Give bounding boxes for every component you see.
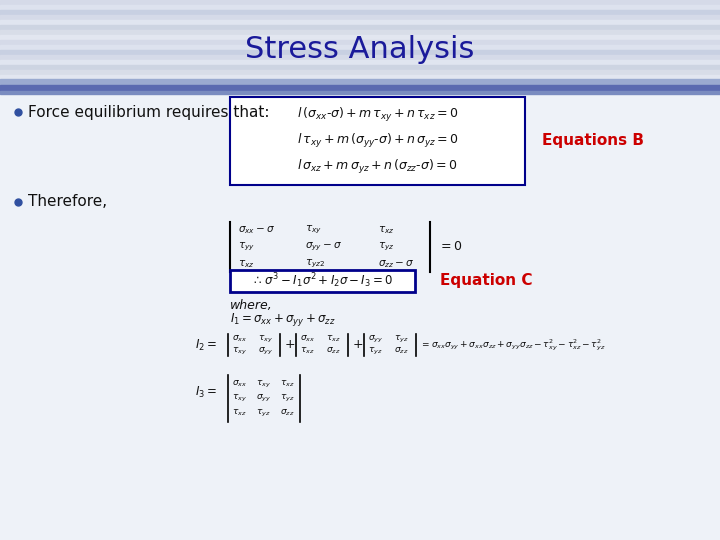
Text: $=0$: $=0$ [438,240,462,253]
Text: $\tau_{xy}$: $\tau_{xy}$ [232,393,247,404]
Text: $\tau_{xz}$: $\tau_{xz}$ [378,224,395,236]
Bar [0,90,720,95]
Text: $\tau_{xz}$: $\tau_{xz}$ [238,258,254,270]
Bar [0,80,720,85]
Text: Equation C: Equation C [440,273,533,288]
Text: $\sigma_{xx}$: $\sigma_{xx}$ [232,334,247,345]
Text: $\tau_{yz}$: $\tau_{yz}$ [256,408,271,418]
Bar [0,30,720,35]
Bar [0,65,720,70]
Text: $\sigma_{zz}-\sigma$: $\sigma_{zz}-\sigma$ [378,258,414,270]
Bar [0,10,720,15]
Text: Force equilibrium requires that:: Force equilibrium requires that: [28,105,269,119]
Text: $\tau_{yz2}$: $\tau_{yz2}$ [305,258,325,270]
Text: $\tau_{yz}$: $\tau_{yz}$ [394,333,409,345]
Text: where,: where, [230,299,273,312]
Text: $+$: $+$ [284,339,295,352]
Text: $\tau_{xy}$: $\tau_{xy}$ [232,346,247,356]
Text: $\sigma_{xx}-\sigma$: $\sigma_{xx}-\sigma$ [238,224,275,236]
Text: $\sigma_{yy}$: $\sigma_{yy}$ [256,393,271,404]
Bar [0,35,720,40]
Text: $\tau_{xz}$: $\tau_{xz}$ [326,334,341,345]
Bar [0,94,720,540]
Bar [0,85,720,90]
Text: $\tau_{yz}$: $\tau_{yz}$ [368,346,382,356]
Bar [0,5,720,10]
Text: $\therefore\,\sigma^3 - I_1\sigma^2 + I_2\sigma - I_3 = 0$: $\therefore\,\sigma^3 - I_1\sigma^2 + I_… [251,272,394,291]
Bar [0,25,720,30]
Bar [0,0,720,5]
Bar [0,45,720,50]
Text: $=\sigma_{xx}\sigma_{yy}+\sigma_{xx}\sigma_{zz}+\sigma_{yy}\sigma_{zz}-\tau_{xy}: $=\sigma_{xx}\sigma_{yy}+\sigma_{xx}\sig… [420,338,606,353]
Text: $\sigma_{zz}$: $\sigma_{zz}$ [394,346,408,356]
Bar [0,91,720,94]
Text: $\tau_{xy}$: $\tau_{xy}$ [305,224,322,236]
Text: $I_3 =$: $I_3 =$ [195,384,217,400]
Text: Therefore,: Therefore, [28,194,107,210]
Text: $\sigma_{yy}$: $\sigma_{yy}$ [258,346,274,356]
Text: $\sigma_{zz}$: $\sigma_{zz}$ [280,408,294,418]
Bar [0,40,720,45]
Bar [0,50,720,55]
Bar [0,70,720,75]
Text: $\sigma_{zz}$: $\sigma_{zz}$ [326,346,341,356]
Text: $\tau_{yz}$: $\tau_{yz}$ [378,241,395,253]
Text: $\tau_{xy}$: $\tau_{xy}$ [256,379,271,389]
Text: Stress Analysis: Stress Analysis [246,36,474,64]
Text: $\tau_{yz}$: $\tau_{yz}$ [280,393,294,404]
Text: $l\,\tau_{xy} + m\,(\sigma_{yy}\text{-}\sigma) + n\,\sigma_{yz} = 0$: $l\,\tau_{xy} + m\,(\sigma_{yy}\text{-}\… [297,132,459,150]
Text: $\sigma_{yy}$: $\sigma_{yy}$ [368,333,383,345]
Bar [0,60,720,65]
Bar [230,97,525,185]
Text: $\tau_{xy}$: $\tau_{xy}$ [258,333,273,345]
Text: $\sigma_{xx}$: $\sigma_{xx}$ [232,379,247,389]
Text: $I_2 =$: $I_2 =$ [195,338,217,353]
Text: $\tau_{xz}$: $\tau_{xz}$ [232,408,247,418]
Text: $l\,(\sigma_{xx}\text{-}\sigma) + m\,\tau_{xy} +n\,\tau_{xz}=0$: $l\,(\sigma_{xx}\text{-}\sigma) + m\,\ta… [297,106,458,124]
Text: $\sigma_{yy}-\sigma$: $\sigma_{yy}-\sigma$ [305,241,342,253]
Text: $+$: $+$ [352,339,364,352]
Text: $\sigma_{xx}$: $\sigma_{xx}$ [300,334,315,345]
Text: $\tau_{yy}$: $\tau_{yy}$ [238,241,255,253]
Bar [0,20,720,25]
Bar [230,270,415,292]
Bar [0,79,720,85]
Text: $\tau_{xz}$: $\tau_{xz}$ [280,379,294,389]
Text: $I_1 = \sigma_{xx} + \sigma_{yy} + \sigma_{zz}$: $I_1 = \sigma_{xx} + \sigma_{yy} + \sigm… [230,312,336,328]
Text: $l\,\sigma_{xz} + m\,\sigma_{yz} + n\,(\sigma_{zz}\text{-}\sigma) = 0$: $l\,\sigma_{xz} + m\,\sigma_{yz} + n\,(\… [297,158,458,176]
Bar [0,85,720,91]
Bar [0,75,720,80]
Text: Equations B: Equations B [542,133,644,148]
Bar [0,15,720,20]
Text: $\tau_{xz}$: $\tau_{xz}$ [300,346,315,356]
Bar [0,55,720,60]
